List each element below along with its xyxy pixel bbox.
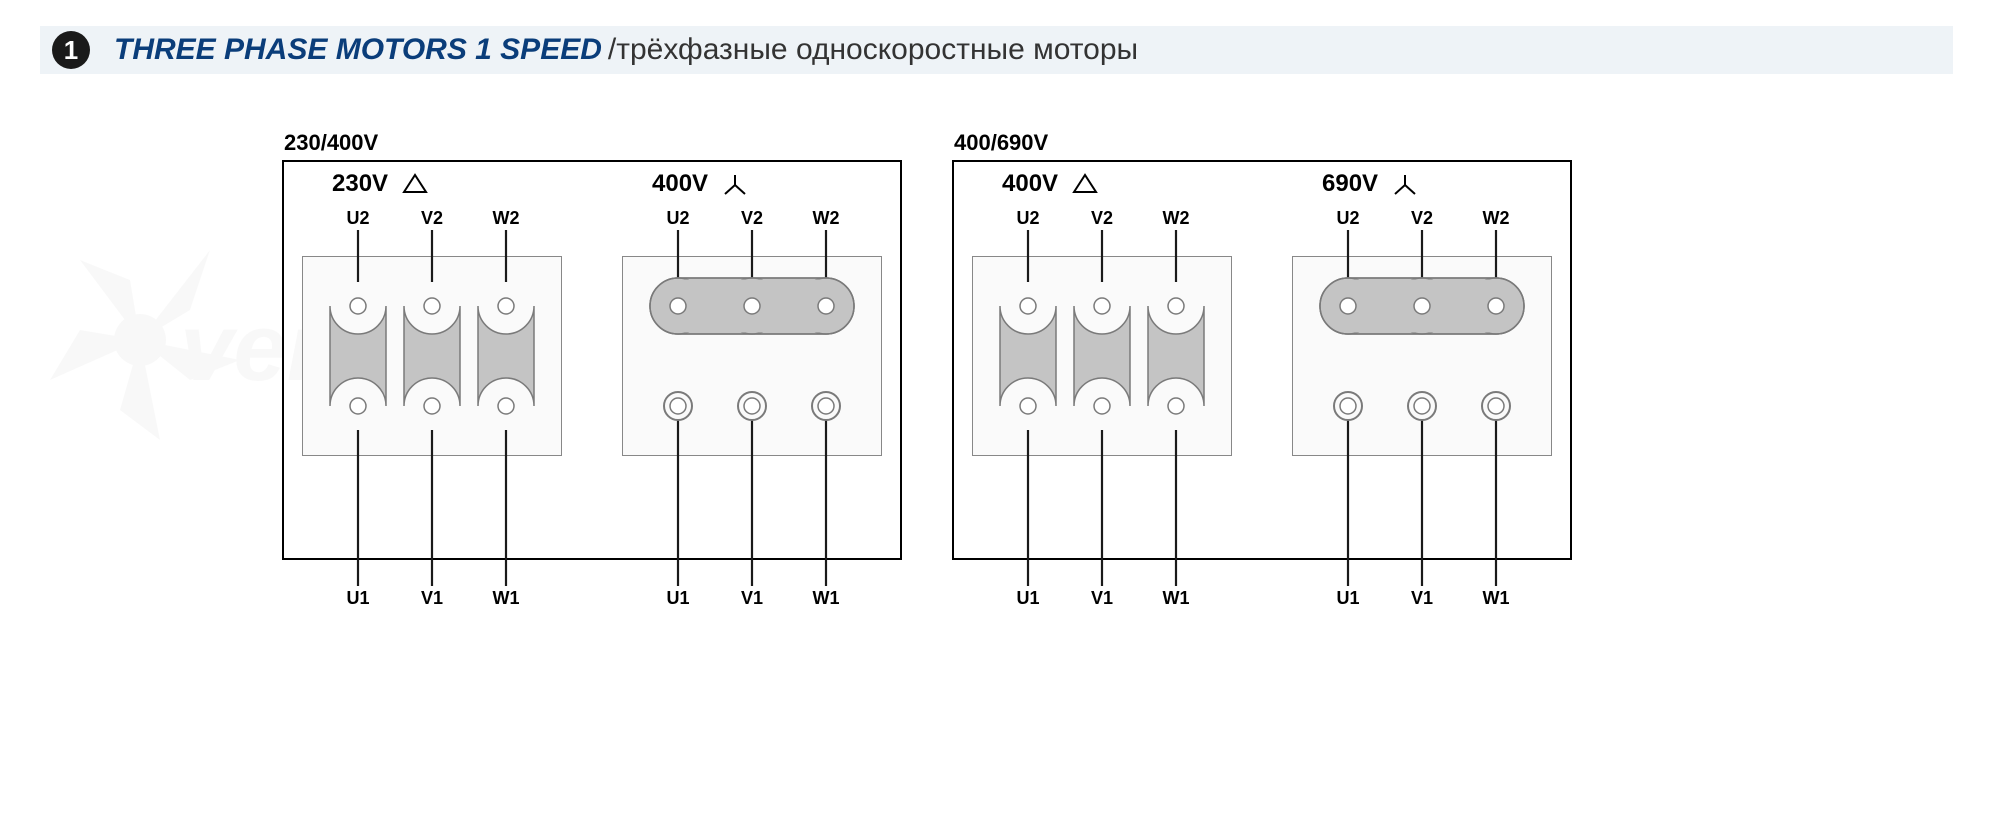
title-bar: 1 THREE PHASE MOTORS 1 SPEED / трёхфазны… <box>40 26 1953 74</box>
wiring-svg <box>0 130 1993 830</box>
section-number: 1 <box>64 35 78 66</box>
title-russian: трёхфазные односкоростные моторы <box>616 33 1138 67</box>
terminal-label-bottom: W1 <box>1476 588 1516 609</box>
diagram-area: 230/400V230VU2V2W2U1V1W1400VU2V2W2U1V1W1… <box>0 130 1993 641</box>
title-english: THREE PHASE MOTORS 1 SPEED <box>114 33 602 67</box>
terminal-label-bottom: U1 <box>1328 588 1368 609</box>
terminal-label-bottom: V1 <box>1402 588 1442 609</box>
section-number-badge: 1 <box>52 31 90 69</box>
title-separator: / <box>608 33 616 67</box>
